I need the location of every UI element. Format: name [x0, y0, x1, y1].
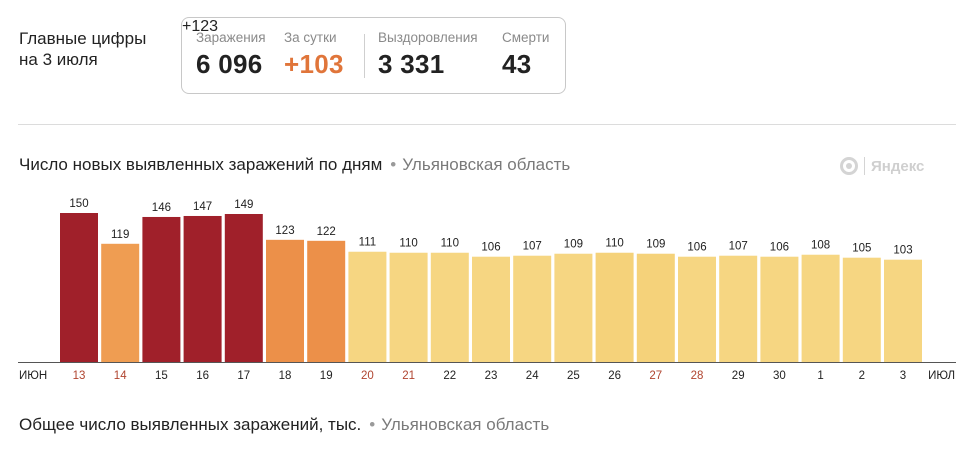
tick-label-27: 27	[649, 370, 662, 382]
data-label-1: 108	[811, 240, 830, 252]
tick-label-29: 29	[732, 370, 745, 382]
tick-label-30: 30	[773, 370, 786, 382]
bar-2	[842, 257, 881, 362]
data-label-21: 110	[399, 238, 417, 250]
headline: Главные цифры на 3 июля	[19, 28, 169, 70]
tick-label-28: 28	[691, 370, 704, 382]
tick-label-23: 23	[485, 370, 498, 382]
bar-18	[266, 239, 304, 362]
bar-15	[142, 216, 181, 362]
tick-label-13: 13	[73, 370, 86, 382]
data-label-17: 149	[234, 199, 253, 211]
bar-19	[307, 240, 346, 362]
yandex-logo-text: Яндекс	[871, 157, 925, 175]
month-end-label: ИЮЛ	[928, 370, 955, 382]
tick-label-24: 24	[526, 370, 539, 382]
infections-label: Заражения	[196, 30, 266, 45]
bar-14	[101, 243, 140, 362]
tick-label-21: 21	[402, 370, 415, 382]
data-label-30: 106	[770, 242, 789, 254]
bar-17	[224, 213, 263, 362]
tick-label-16: 16	[196, 370, 209, 382]
data-label-2: 105	[852, 243, 871, 255]
tick-label-20: 20	[361, 370, 374, 382]
recovered-delta: +123	[182, 18, 219, 35]
tick-label-17: 17	[237, 370, 250, 382]
daily-region: Ульяновская область	[402, 155, 571, 174]
daily-infections-chart: 1501311914146151471614917123181221911120…	[18, 198, 956, 382]
yandex-logo-icon	[840, 157, 858, 175]
data-label-28: 106	[687, 242, 706, 254]
tick-label-25: 25	[567, 370, 580, 382]
tick-label-18: 18	[279, 370, 292, 382]
stat-infections: Заражения 6 096	[196, 30, 266, 80]
deaths-value: 43	[502, 49, 532, 79]
data-label-29: 107	[729, 241, 748, 253]
bar-13	[60, 213, 98, 362]
stats-divider	[364, 34, 365, 78]
daily-title: Число новых выявленных заражений по дням	[19, 155, 383, 174]
data-label-27: 109	[646, 239, 665, 251]
headline-line1: Главные цифры	[19, 29, 147, 48]
tick-label-14: 14	[114, 370, 127, 382]
stat-deaths: Смерти 43	[502, 30, 549, 80]
data-label-22: 110	[441, 238, 459, 250]
bar-16	[183, 215, 222, 362]
data-label-20: 111	[359, 237, 376, 249]
section-title-total: Общее число выявленных заражений, тыс. • У…	[19, 415, 550, 434]
data-label-13: 150	[69, 198, 88, 210]
recovered-label: Выздоровления	[378, 30, 478, 45]
data-label-19: 122	[317, 226, 336, 238]
bar-26	[595, 252, 634, 362]
stat-recovered: Выздоровления 3 331	[378, 30, 478, 80]
data-label-14: 119	[111, 229, 129, 241]
bar-24	[513, 255, 552, 362]
bar-28	[678, 256, 716, 362]
per-day-label: За сутки	[284, 30, 337, 45]
tick-label-22: 22	[443, 370, 456, 382]
yandex-logo: Яндекс	[840, 153, 924, 179]
bar-27	[636, 253, 675, 362]
month-start-label: ИЮН	[19, 370, 47, 382]
bar-22	[430, 252, 469, 362]
data-label-15: 146	[152, 202, 171, 214]
tick-label-26: 26	[608, 370, 621, 382]
infections-value: 6 096	[196, 49, 263, 79]
bar-3	[884, 259, 922, 362]
section-title-daily: Число новых выявленных заражений по дням…	[19, 155, 571, 174]
stats-card: Заражения 6 096 За сутки +103 Выздоровле…	[181, 17, 566, 94]
deaths-label: Смерти	[502, 30, 550, 45]
total-title: Общее число выявленных заражений, тыс.	[19, 415, 362, 434]
tick-label-15: 15	[155, 370, 168, 382]
data-label-18: 123	[275, 225, 294, 237]
data-label-16: 147	[193, 201, 212, 213]
bar-21	[389, 252, 428, 362]
divider-line	[18, 124, 956, 125]
per-day-value: +103	[284, 49, 344, 79]
bar-25	[554, 253, 593, 362]
stat-per-day: За сутки +103	[284, 30, 344, 80]
data-label-24: 107	[523, 241, 542, 253]
bar-20	[348, 251, 387, 362]
total-region: Ульяновская область	[381, 415, 550, 434]
data-label-23: 106	[481, 242, 500, 254]
tick-label-1: 1	[817, 370, 823, 382]
data-label-25: 109	[564, 239, 583, 251]
tick-label-19: 19	[320, 370, 333, 382]
data-label-3: 103	[893, 245, 912, 257]
headline-line2: на 3 июля	[19, 50, 98, 69]
tick-label-2: 2	[859, 370, 865, 382]
bar-30	[760, 256, 799, 362]
data-label-26: 110	[605, 238, 623, 250]
recovered-value: 3 331	[378, 49, 445, 79]
bar-23	[472, 256, 510, 362]
bar-1	[801, 254, 840, 362]
tick-label-3: 3	[900, 370, 906, 382]
bar-29	[719, 255, 758, 362]
